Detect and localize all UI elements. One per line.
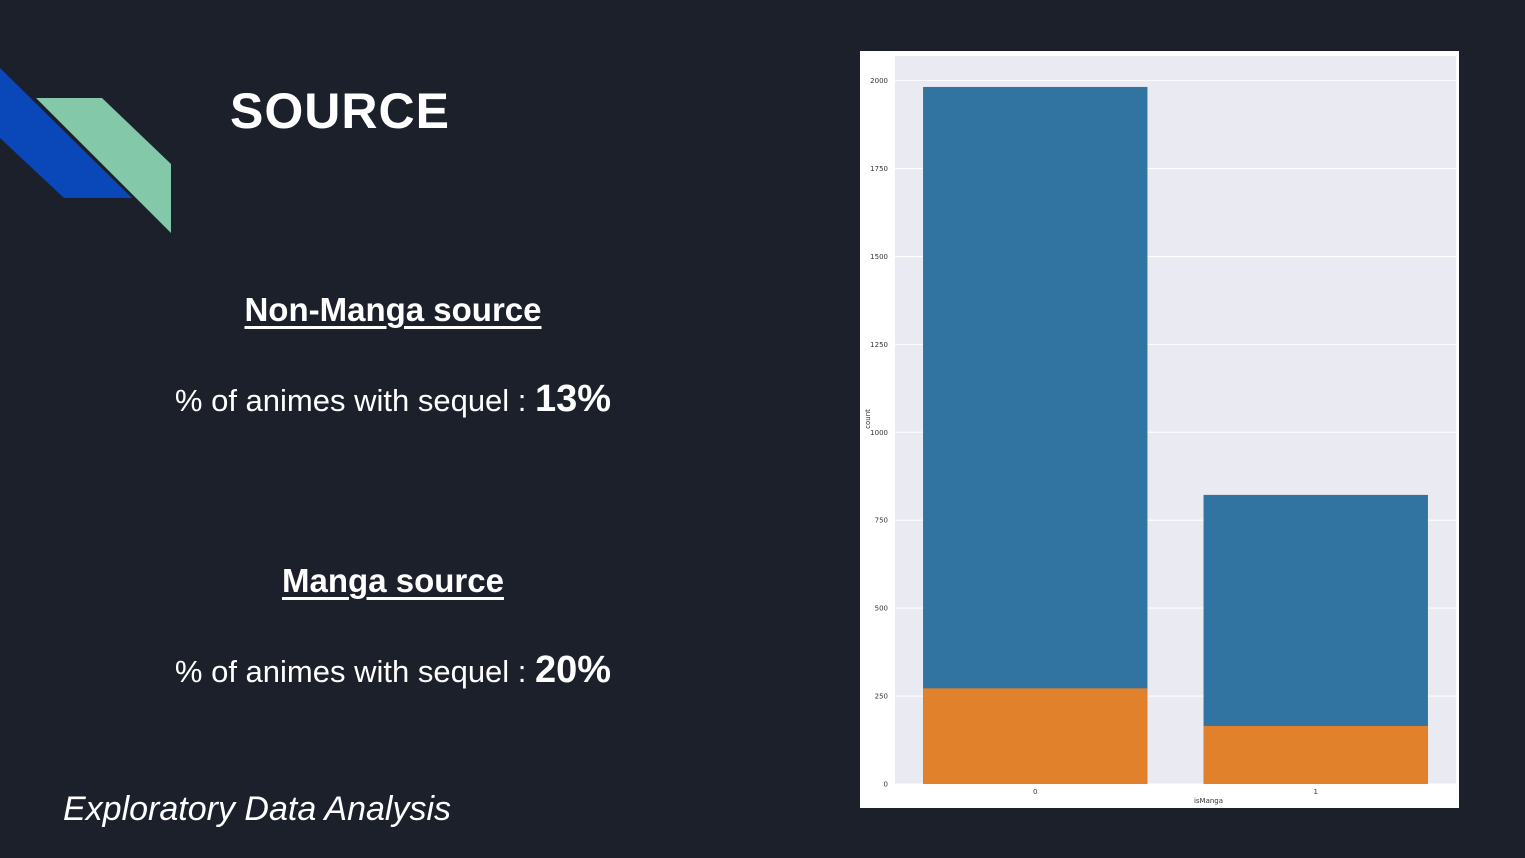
bar-chart: 0 250 500 750 1000 1250 1500 1750 2000 0 1 isManga c… xyxy=(864,56,1456,805)
non-manga-stat-label: % of animes with sequel : xyxy=(174,383,536,418)
y-tick-label: 500 xyxy=(875,605,888,613)
bar xyxy=(1203,725,1428,784)
bar xyxy=(923,688,1148,784)
manga-heading: Manga source xyxy=(282,562,504,599)
non-manga-stat: % of animes with sequel : 13% xyxy=(0,378,786,421)
y-tick-label: 1750 xyxy=(870,165,888,173)
x-axis-label: isManga xyxy=(1194,797,1223,805)
chart-panel: 0 250 500 750 1000 1250 1500 1750 2000 0 1 isManga c… xyxy=(860,51,1459,808)
y-tick-label: 1000 xyxy=(870,429,888,437)
bar xyxy=(923,86,1148,784)
y-tick-label: 0 xyxy=(884,781,888,789)
manga-stat: % of animes with sequel : 20% xyxy=(0,649,786,692)
y-axis-label: count xyxy=(864,409,872,429)
slide-title: SOURCE xyxy=(230,83,450,139)
blue-stripe xyxy=(0,68,132,198)
footer-caption: Exploratory Data Analysis xyxy=(63,790,452,828)
decorative-stripes xyxy=(0,68,171,233)
x-tick-label: 0 xyxy=(1033,788,1037,796)
y-tick-label: 750 xyxy=(875,517,888,525)
manga-stat-label: % of animes with sequel : xyxy=(174,654,536,689)
y-tick-label: 250 xyxy=(875,693,888,701)
x-tick-label: 1 xyxy=(1314,788,1318,796)
y-tick-label: 1500 xyxy=(870,253,888,261)
manga-stat-value: 20% xyxy=(535,649,612,691)
green-stripe xyxy=(36,98,171,233)
y-tick-label: 2000 xyxy=(870,77,888,85)
y-tick-label: 1250 xyxy=(870,341,888,349)
non-manga-heading: Non-Manga source xyxy=(244,291,542,328)
non-manga-stat-value: 13% xyxy=(535,378,612,420)
